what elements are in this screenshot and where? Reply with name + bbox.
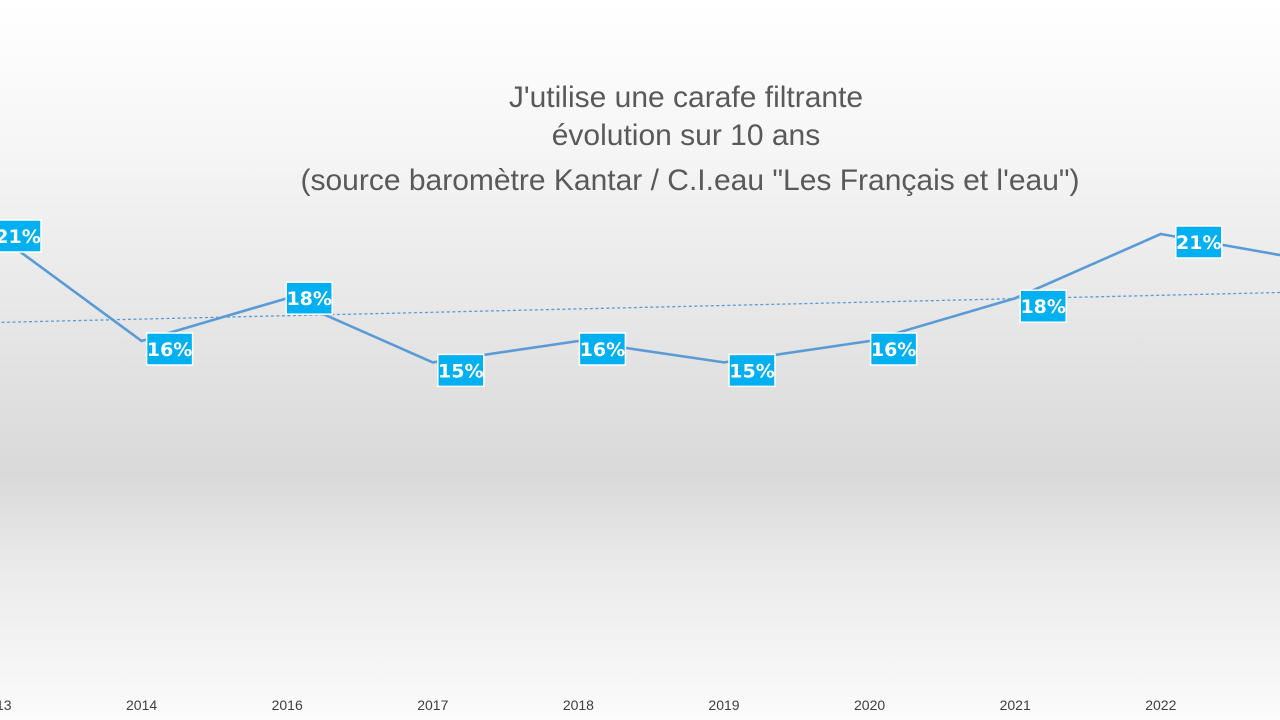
data-label: 21% — [0, 219, 42, 253]
trendline-layer — [0, 291, 1280, 324]
data-point — [722, 361, 726, 364]
data-point — [431, 361, 435, 364]
chart-title-line-1: J'utilise une carafe filtrante — [509, 81, 863, 114]
data-label: 15% — [728, 353, 776, 388]
trendline — [0, 291, 1280, 324]
data-label: 21% — [1175, 225, 1223, 259]
data-point — [1013, 296, 1017, 300]
data-label-text: 21% — [1176, 232, 1221, 254]
data-label: 16% — [869, 332, 918, 366]
data-label-box — [0, 219, 42, 253]
data-label-box — [437, 353, 485, 388]
data-label-text: 16% — [147, 339, 192, 361]
chart-title-line-3: (source baromètre Kantar / C.I.eau "Les … — [300, 164, 1079, 197]
x-tick-label: 2019 — [708, 697, 739, 713]
x-tick-label: 2017 — [417, 697, 448, 713]
data-label-box — [869, 332, 918, 366]
x-axis: 2013201420162017201820192020202120222023 — [0, 697, 1177, 713]
x-tick-label: 2013 — [0, 697, 12, 713]
data-label-box — [728, 353, 776, 388]
x-tick-label: 2020 — [854, 697, 885, 713]
data-label: 15% — [437, 353, 485, 388]
data-label-text: 21% — [0, 226, 41, 248]
x-tick-label: 2018 — [563, 697, 594, 713]
data-label-text: 16% — [871, 339, 916, 361]
data-label-box — [145, 332, 194, 366]
data-label-text: 15% — [438, 360, 483, 382]
data-point — [140, 339, 143, 343]
data-point — [1159, 232, 1163, 236]
chart-title-line-2: évolution sur 10 ans — [552, 119, 821, 152]
data-label-text: 15% — [729, 360, 774, 382]
chart-title: J'utilise une carafe filtrante évolution… — [300, 81, 1079, 197]
data-label-layer: 21% 16% 18% 15% 16% 15% 16% 18% 21% — [0, 219, 1223, 388]
data-label: 16% — [145, 332, 194, 366]
data-label-box — [578, 332, 627, 366]
x-tick-label: 2021 — [1000, 697, 1031, 713]
data-label-box — [1019, 289, 1067, 323]
x-tick-label: 2022 — [1145, 697, 1176, 713]
data-label-text: 16% — [580, 339, 625, 361]
data-label: 18% — [285, 281, 333, 315]
x-tick-label: 2014 — [126, 697, 157, 713]
data-label-box — [285, 281, 333, 315]
data-label-box — [1175, 225, 1223, 259]
data-label: 18% — [1019, 289, 1067, 323]
data-label: 16% — [578, 332, 627, 366]
series-line — [0, 232, 1280, 364]
data-label-text: 18% — [286, 288, 331, 310]
data-label-text: 18% — [1020, 296, 1065, 318]
x-tick-label: 2016 — [272, 697, 303, 713]
